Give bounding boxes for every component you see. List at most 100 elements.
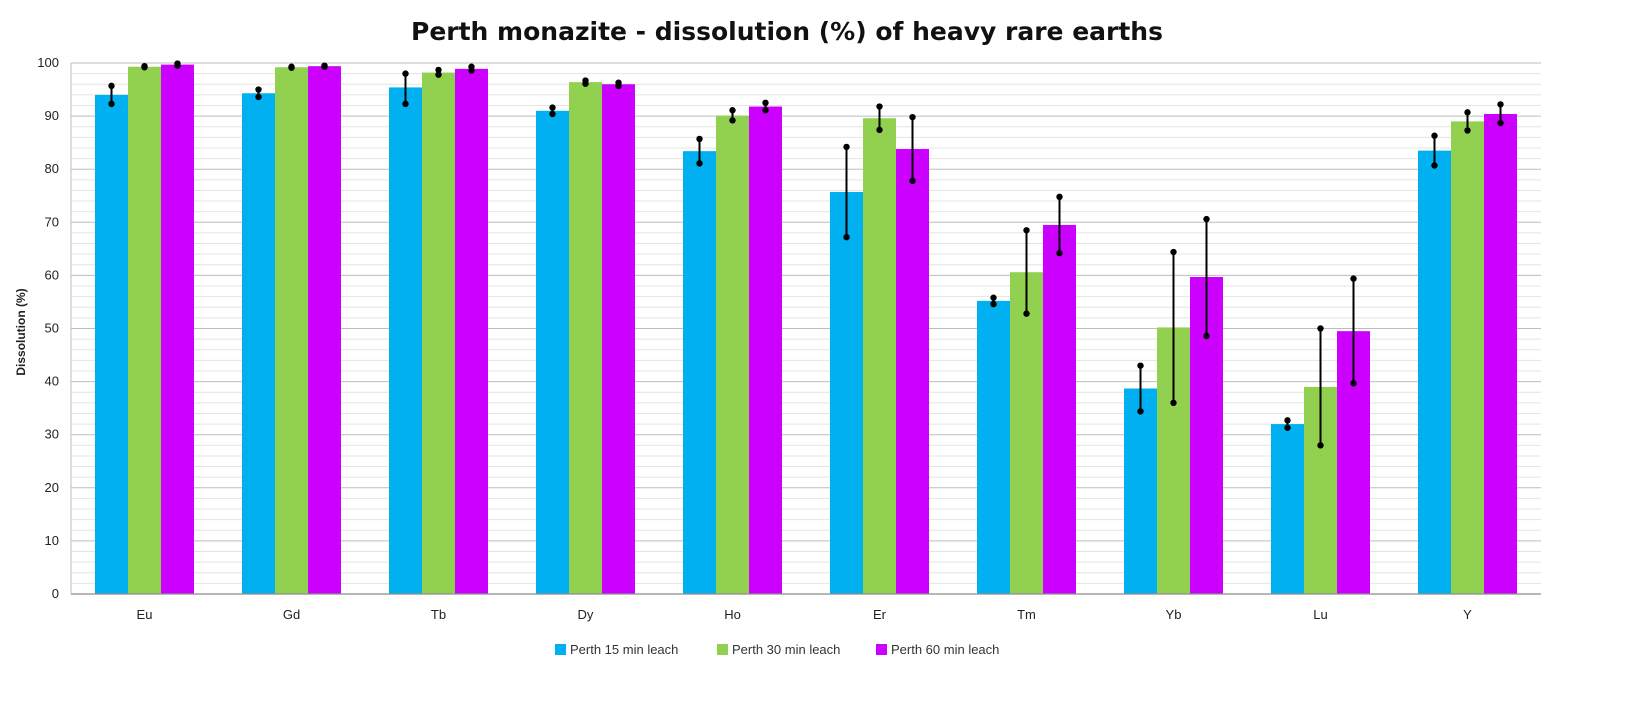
bars: [95, 64, 1517, 595]
bar-Eu-3: [161, 64, 194, 594]
error-cap-high-Yb-1: [1137, 362, 1144, 369]
y-tick-label: 90: [45, 108, 59, 123]
y-tick-label: 10: [45, 533, 59, 548]
legend-item-1[interactable]: Perth 15 min leach: [555, 642, 678, 657]
error-cap-high-Tb-2: [435, 66, 442, 74]
bar-Dy-1: [536, 110, 569, 594]
error-cap-high-Eu-1: [108, 82, 115, 90]
bar-Ho-1: [683, 151, 716, 594]
y-tick-label: 100: [37, 55, 59, 70]
error-cap-high-Y-3: [1497, 101, 1504, 108]
y-tick-label: 40: [45, 374, 59, 389]
legend-swatch: [717, 644, 728, 655]
error-cap-low-Tm-1: [990, 300, 997, 308]
bar-Tb-3: [455, 68, 488, 594]
error-cap-high-Er-1: [843, 143, 850, 151]
error-cap-low-Dy-2: [582, 80, 589, 87]
error-cap-high-Gd-1: [255, 86, 262, 93]
error-cap-low-Dy-3: [615, 82, 622, 90]
error-cap-low-Gd-1: [255, 93, 262, 101]
bar-Er-1: [830, 192, 863, 594]
bar-Eu-2: [128, 66, 161, 595]
y-tick-label: 60: [45, 267, 59, 282]
error-cap-high-Ho-1: [696, 135, 703, 143]
y-tick-label: 0: [52, 586, 59, 601]
legend[interactable]: Perth 15 min leach Perth 30 min leach Pert…: [555, 642, 999, 657]
chart-title: Perth monazite - dissolution (%) of heav…: [411, 17, 1163, 46]
error-cap-high-Er-3: [909, 113, 916, 121]
error-cap-low-Ho-2: [729, 117, 736, 124]
x-tick-label: Ho: [724, 607, 741, 622]
bar-Y-3: [1484, 113, 1517, 594]
error-cap-low-Tm-2: [1023, 310, 1030, 317]
bar-Er-2: [863, 118, 896, 594]
bar-Tm-1: [977, 300, 1010, 594]
error-cap-high-Lu-3: [1350, 275, 1357, 282]
error-cap-low-Yb-3: [1203, 332, 1210, 340]
error-cap-low-Gd-3: [321, 63, 328, 70]
x-tick-label: Eu: [137, 607, 153, 622]
x-tick-label: Yb: [1166, 607, 1182, 622]
bar-Tm-3: [1043, 224, 1076, 594]
legend-label: Perth 30 min leach: [732, 642, 840, 657]
error-cap-low-Lu-2: [1317, 442, 1324, 449]
bar-Y-1: [1418, 150, 1451, 595]
error-cap-high-Tb-1: [402, 70, 409, 77]
error-cap-low-Eu-1: [108, 100, 115, 108]
bar-Tb-1: [389, 87, 422, 595]
error-cap-high-Dy-1: [549, 104, 556, 111]
legend-item-3[interactable]: Perth 60 min leach: [876, 642, 999, 657]
bar-Lu-1: [1271, 424, 1304, 594]
bar-Eu-1: [95, 94, 128, 595]
error-bars: [108, 60, 1504, 449]
error-cap-high-Ho-2: [729, 107, 736, 114]
x-tick-label: Tb: [431, 607, 446, 622]
bar-Gd-1: [242, 93, 275, 594]
bar-Tb-2: [422, 72, 455, 595]
error-cap-low-Er-3: [909, 177, 916, 185]
error-cap-low-Ho-3: [762, 107, 769, 114]
error-cap-low-Y-1: [1431, 162, 1438, 169]
error-cap-low-Y-2: [1464, 127, 1471, 134]
error-cap-low-Lu-3: [1350, 379, 1357, 387]
error-cap-high-Tm-2: [1023, 227, 1030, 234]
error-cap-low-Yb-1: [1137, 408, 1144, 415]
error-cap-low-Er-2: [876, 126, 883, 134]
error-cap-low-Tb-3: [468, 67, 475, 74]
error-cap-high-Ho-3: [762, 99, 769, 107]
bar-Dy-2: [569, 82, 602, 594]
error-cap-low-Tb-2: [435, 71, 442, 78]
y-axis-label: Dissolution (%): [14, 288, 28, 375]
bar-Tm-2: [1010, 272, 1043, 594]
error-cap-high-Lu-1: [1284, 417, 1291, 424]
error-cap-low-Eu-3: [174, 62, 181, 69]
error-cap-high-Lu-2: [1317, 325, 1324, 332]
error-cap-low-Dy-1: [549, 110, 556, 118]
error-cap-low-Eu-2: [141, 64, 148, 71]
x-tick-label: Tm: [1017, 607, 1036, 622]
legend-swatch: [555, 644, 566, 655]
error-cap-high-Yb-2: [1170, 248, 1177, 256]
bar-Y-2: [1451, 121, 1484, 594]
error-cap-high-Y-1: [1431, 132, 1438, 139]
y-tick-label: 30: [45, 427, 59, 442]
error-cap-low-Er-1: [843, 233, 850, 241]
bar-Gd-2: [275, 67, 308, 595]
error-cap-high-Yb-3: [1203, 215, 1210, 223]
y-tick-label: 20: [45, 480, 59, 495]
x-tick-label: Y: [1463, 607, 1472, 622]
error-cap-low-Ho-1: [696, 160, 703, 167]
x-tick-label: Dy: [578, 607, 594, 622]
bar-Gd-3: [308, 66, 341, 595]
x-tick-label: Er: [873, 607, 887, 622]
bar-Dy-3: [602, 84, 635, 595]
error-cap-low-Y-3: [1497, 119, 1504, 127]
bar-Yb-1: [1124, 388, 1157, 594]
legend-item-2[interactable]: Perth 30 min leach: [717, 642, 840, 657]
legend-swatch: [876, 644, 887, 655]
bar-Er-3: [896, 149, 929, 594]
error-cap-high-Tm-1: [990, 294, 997, 301]
x-tick-label: Lu: [1313, 607, 1327, 622]
